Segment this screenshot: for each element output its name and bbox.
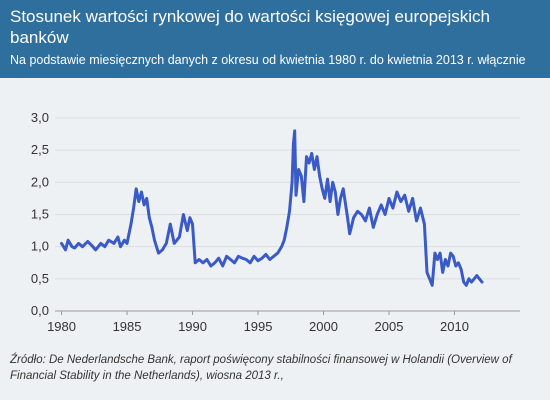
x-tick-label: 2000 — [309, 319, 338, 334]
series-group — [60, 129, 484, 287]
x-tick-label: 2010 — [440, 319, 469, 334]
x-axis-ticks: 1980 1985 1990 1995 2000 2005 2010 — [47, 310, 520, 334]
y-tick-label: 3,0 — [31, 110, 49, 125]
x-tick-label: 1990 — [178, 319, 207, 334]
y-tick-label: 2,5 — [31, 142, 49, 157]
y-tick-label: 0,5 — [31, 271, 49, 286]
series-line — [60, 129, 484, 287]
y-tick-label: 0,0 — [31, 303, 49, 318]
y-axis-ticks: 0,0 0,5 1,0 1,5 2,0 2,5 3,0 — [31, 110, 49, 318]
y-tick-label: 2,0 — [31, 174, 49, 189]
x-tick-label: 1995 — [244, 319, 273, 334]
chart-header: Stosunek wartości rynkowej do wartości k… — [0, 0, 550, 78]
source-note: Źródło: De Nederlandsche Bank, raport po… — [10, 354, 512, 382]
x-tick-label: 2005 — [375, 319, 404, 334]
x-tick-label: 1980 — [47, 319, 76, 334]
x-tick-label: 1985 — [113, 319, 142, 334]
y-tick-label: 1,5 — [31, 207, 49, 222]
chart-subtitle: Na podstawie miesięcznych danych z okres… — [10, 53, 526, 67]
plot-background — [0, 78, 550, 400]
chart-title: Stosunek wartości rynkowej do wartości k… — [10, 7, 490, 47]
y-tick-label: 1,0 — [31, 239, 49, 254]
